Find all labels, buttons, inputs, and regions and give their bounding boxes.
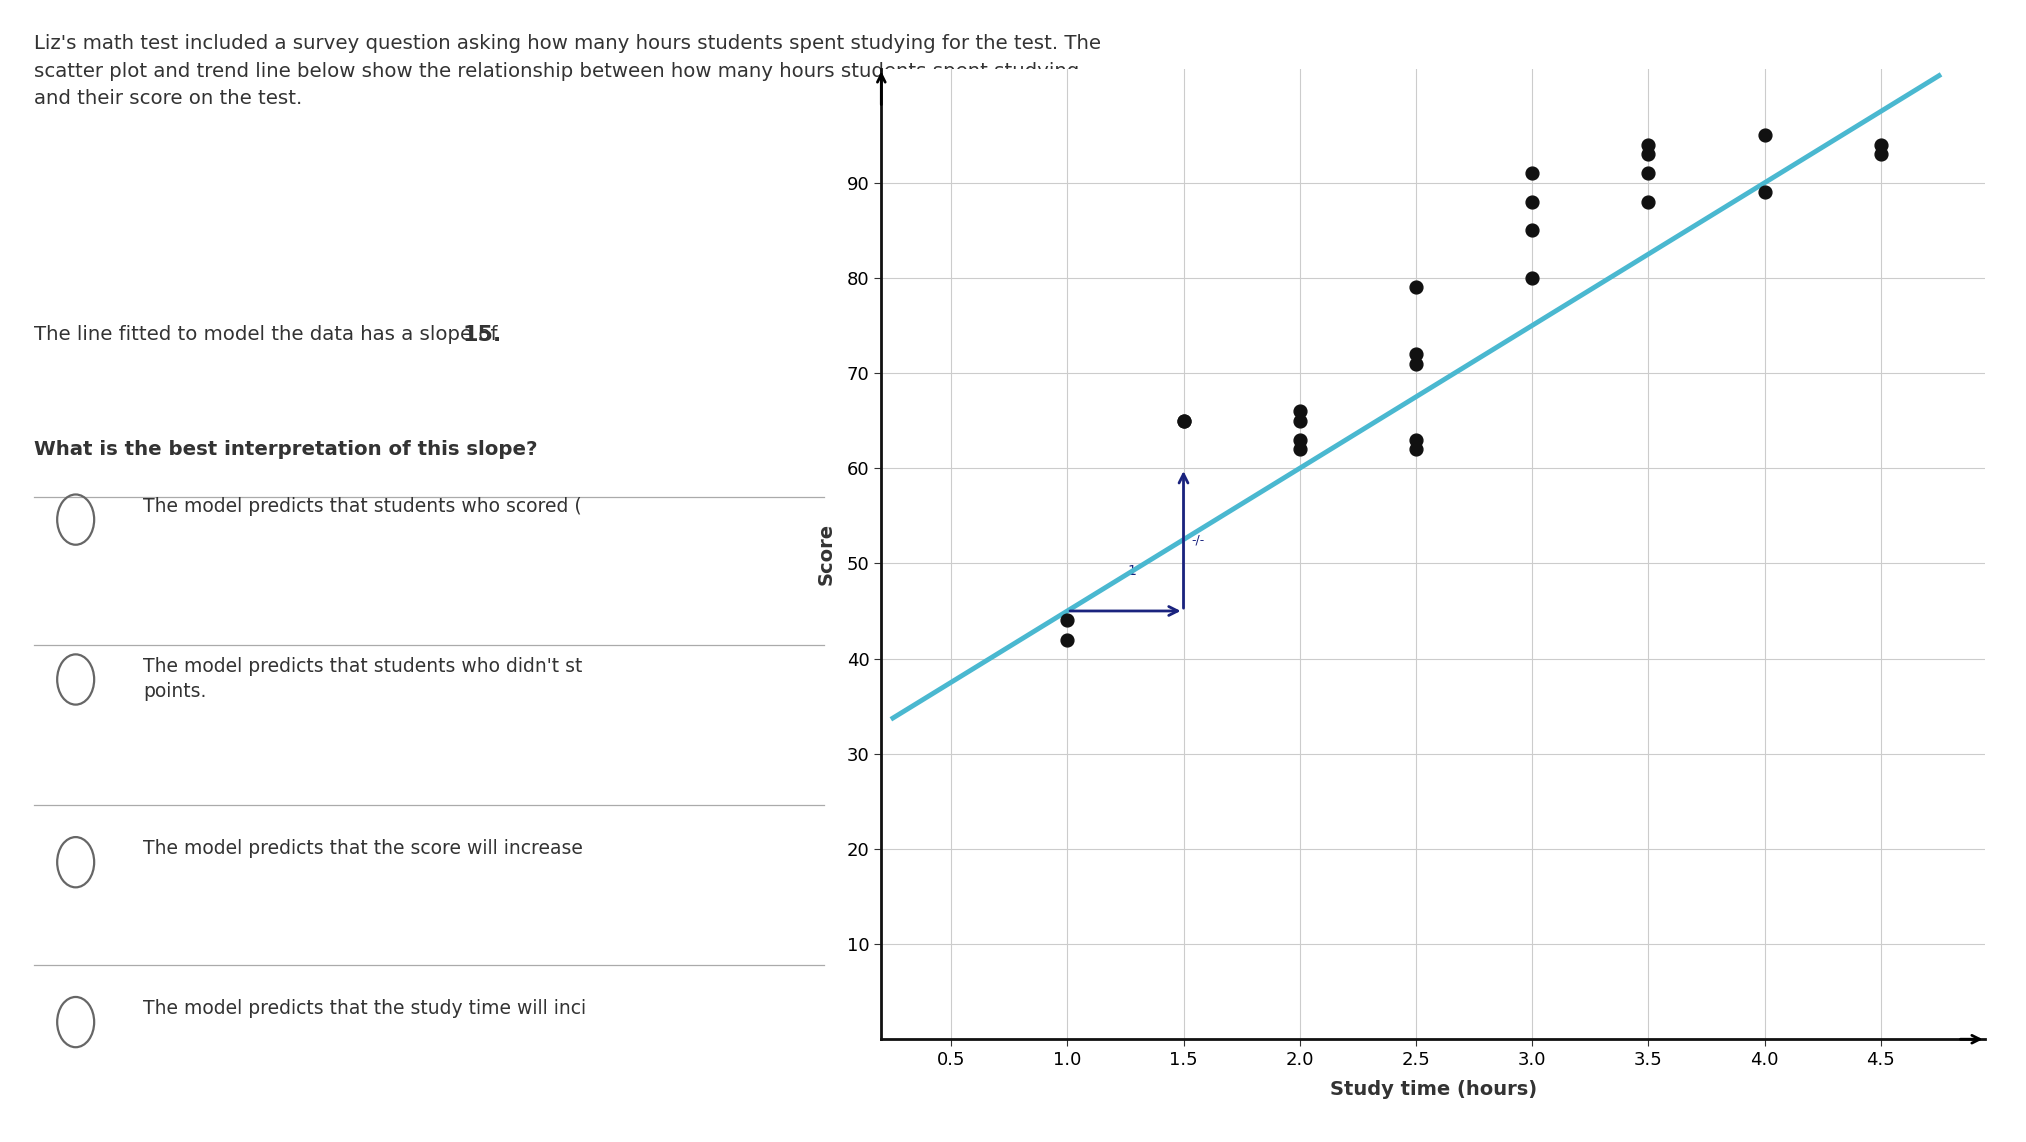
Text: 15.: 15. [462, 325, 502, 346]
Text: -/-: -/- [1191, 533, 1205, 546]
Point [1167, 411, 1199, 429]
Point [1748, 183, 1781, 201]
Text: The model predicts that students who didn't st
points.: The model predicts that students who did… [144, 657, 581, 701]
Y-axis label: Score: Score [816, 523, 835, 585]
Text: The model predicts that the score will increase: The model predicts that the score will i… [144, 839, 583, 859]
Point [1400, 354, 1432, 372]
Point [1167, 411, 1199, 429]
Point [1515, 222, 1548, 240]
Point [1515, 164, 1548, 183]
Text: Liz's math test included a survey question asking how many hours students spent : Liz's math test included a survey questi… [34, 34, 1100, 107]
X-axis label: Study time (hours): Study time (hours) [1329, 1080, 1538, 1099]
Text: The line fitted to model the data has a slope of: The line fitted to model the data has a … [34, 325, 502, 345]
Point [1633, 193, 1665, 211]
Text: What is the best interpretation of this slope?: What is the best interpretation of this … [34, 440, 537, 459]
Point [1400, 279, 1432, 297]
Point [1633, 136, 1665, 154]
Point [1284, 411, 1317, 429]
Point [1515, 268, 1548, 287]
Text: 1: 1 [1128, 564, 1137, 578]
Point [1051, 611, 1084, 629]
Point [1284, 440, 1317, 458]
Point [1748, 126, 1781, 144]
Point [1400, 431, 1432, 449]
Point [1633, 145, 1665, 163]
Text: The model predicts that the study time will inci: The model predicts that the study time w… [144, 999, 586, 1019]
Point [1284, 402, 1317, 420]
Point [1864, 145, 1896, 163]
Point [1400, 345, 1432, 363]
Point [1864, 136, 1896, 154]
Point [1400, 440, 1432, 458]
Point [1051, 630, 1084, 649]
Point [1284, 431, 1317, 449]
Text: The model predicts that students who scored (: The model predicts that students who sco… [144, 497, 581, 516]
Point [1633, 164, 1665, 183]
Point [1515, 193, 1548, 211]
